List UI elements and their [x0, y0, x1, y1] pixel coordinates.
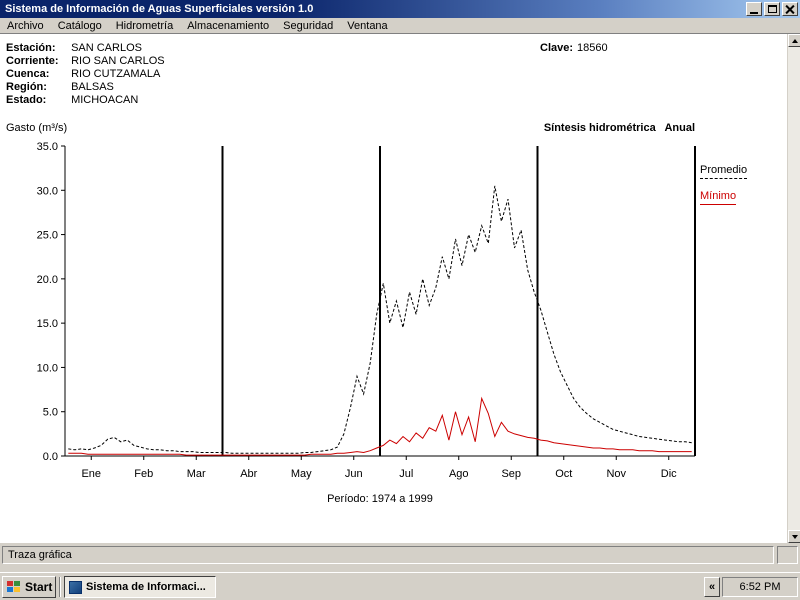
svg-text:Ago: Ago [449, 468, 469, 480]
info-value: BALSAS [71, 81, 114, 93]
window-title: Sistema de Información de Aguas Superfic… [5, 3, 314, 15]
info-value: SAN CARLOS [71, 42, 142, 54]
scroll-up-button[interactable] [788, 34, 800, 47]
taskbar-separator [59, 577, 61, 597]
info-row-cuenca: Cuenca: RIO CUTZAMALA [6, 68, 165, 81]
info-label: Cuenca: [6, 68, 50, 80]
svg-text:Período: 1974 a 1999: Período: 1974 a 1999 [327, 493, 433, 505]
station-info: Estación: SAN CARLOS Corriente: RIO SAN … [6, 42, 165, 107]
menu-archivo[interactable]: Archivo [7, 19, 44, 32]
maximize-button[interactable] [764, 2, 780, 16]
task-button-sias[interactable]: Sistema de Informaci... [64, 576, 216, 598]
y-axis-title: Gasto (m³/s) [6, 122, 68, 134]
svg-text:Mar: Mar [187, 468, 206, 480]
info-value: RIO CUTZAMALA [71, 68, 161, 80]
status-panel: Traza gráfica [2, 546, 774, 564]
info-label: Estación: [6, 42, 56, 54]
scroll-down-button[interactable] [788, 530, 800, 543]
svg-text:30.0: 30.0 [37, 185, 58, 197]
status-grip [777, 546, 798, 564]
hydrograph-chart: 0.0 5.0 10.0 15.0 20.0 25.0 30.0 35.0 Ene Feb Mar A… [37, 141, 696, 505]
svg-text:15.0: 15.0 [37, 318, 58, 330]
info-label: Corriente: [6, 55, 59, 67]
svg-text:10.0: 10.0 [37, 362, 58, 374]
task-label: Sistema de Informaci... [86, 581, 206, 593]
svg-text:0.0: 0.0 [43, 451, 58, 463]
info-label: Región: [6, 81, 47, 93]
minimize-icon [750, 11, 758, 14]
scroll-down-icon [791, 534, 798, 539]
svg-text:Feb: Feb [134, 468, 153, 480]
clave-label: Clave: [540, 42, 574, 54]
info-row-region: Región: BALSAS [6, 81, 165, 94]
clave-value: 18560 [577, 42, 608, 54]
menu-hidrometria[interactable]: Hidrometría [115, 19, 174, 32]
clave-field: Clave: 18560 [540, 42, 608, 54]
svg-text:Ene: Ene [81, 468, 101, 480]
client-area: Estación: SAN CARLOS Corriente: RIO SAN … [0, 34, 800, 543]
status-bar: Traza gráfica [0, 543, 800, 572]
svg-text:20.0: 20.0 [37, 274, 58, 286]
menu-almacenamiento[interactable]: Almacenamiento [187, 19, 270, 32]
close-icon [785, 5, 795, 14]
taskbar: Start Sistema de Informaci... « 6:52 PM [0, 572, 800, 600]
svg-text:5.0: 5.0 [43, 407, 58, 419]
titlebar: Sistema de Información de Aguas Superfic… [0, 0, 800, 18]
svg-text:Dic: Dic [661, 468, 677, 480]
vertical-scrollbar[interactable] [787, 34, 800, 543]
info-row-estado: Estado: MICHOACAN [6, 94, 165, 107]
svg-text:Sep: Sep [501, 468, 521, 480]
start-label: Start [25, 580, 53, 594]
status-text: Traza gráfica [8, 549, 72, 561]
windows-logo-icon [7, 581, 20, 592]
chart-title: Síntesis hidrométrica Anual [543, 122, 695, 134]
menubar: Archivo Catálogo Hidrometría Almacenamie… [0, 18, 800, 34]
info-value: RIO SAN CARLOS [71, 55, 165, 67]
system-tray: « 6:52 PM [704, 576, 798, 598]
menu-seguridad[interactable]: Seguridad [283, 19, 334, 32]
window-controls [746, 2, 798, 16]
svg-text:May: May [291, 468, 312, 480]
close-button[interactable] [782, 2, 798, 16]
scroll-up-icon [791, 38, 798, 43]
app-icon [69, 580, 82, 594]
info-row-estacion: Estación: SAN CARLOS [6, 42, 165, 55]
svg-text:Abr: Abr [240, 468, 257, 480]
svg-text:35.0: 35.0 [37, 141, 58, 153]
legend-promedio: Promedio [700, 164, 748, 179]
svg-text:Jul: Jul [399, 468, 413, 480]
menu-ventana[interactable]: Ventana [347, 19, 388, 32]
info-value: MICHOACAN [71, 94, 139, 106]
menu-catalogo[interactable]: Catálogo [57, 19, 102, 32]
svg-text:Oct: Oct [555, 468, 572, 480]
info-label: Estado: [6, 94, 47, 106]
maximize-icon [767, 5, 777, 13]
svg-text:25.0: 25.0 [37, 230, 58, 242]
start-button[interactable]: Start [2, 576, 56, 598]
tray-clock-panel: 6:52 PM [722, 577, 798, 597]
taskbar-clock: 6:52 PM [739, 581, 781, 593]
svg-text:Jun: Jun [345, 468, 363, 480]
minimize-button[interactable] [746, 2, 762, 16]
svg-text:Nov: Nov [606, 468, 626, 480]
info-row-corriente: Corriente: RIO SAN CARLOS [6, 55, 165, 68]
legend-minimo: Mínimo [700, 190, 737, 205]
tray-collapse-button[interactable]: « [704, 577, 720, 597]
